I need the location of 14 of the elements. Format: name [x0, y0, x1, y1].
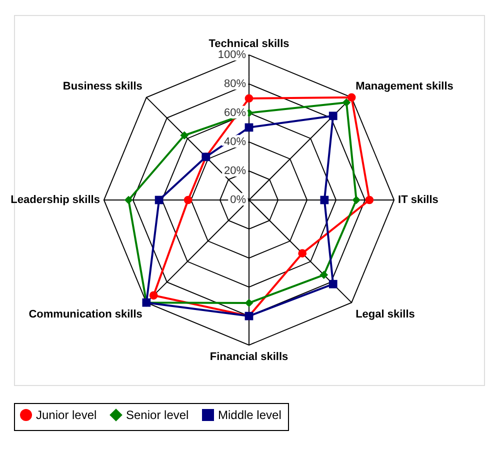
legend-label: Senior level	[126, 408, 189, 422]
spoke-label: Business skills	[62, 80, 142, 92]
y-tick-label: 100%	[218, 48, 246, 61]
spoke-label: Communication skills	[28, 308, 142, 321]
spoke-label: Management skills	[356, 80, 454, 92]
spoke-label: IT skills	[398, 194, 438, 206]
y-tick-label: 20%	[224, 164, 246, 177]
y-tick-label: 80%	[224, 78, 246, 90]
legend-label: Junior level	[36, 408, 97, 422]
legend-label: Middle level	[218, 408, 282, 422]
spoke-label: Technical skills	[208, 38, 290, 50]
spoke-label: Leadership skills	[10, 194, 100, 206]
spoke-label: Legal skills	[356, 308, 415, 321]
spoke-label: Financial skills	[210, 351, 288, 364]
